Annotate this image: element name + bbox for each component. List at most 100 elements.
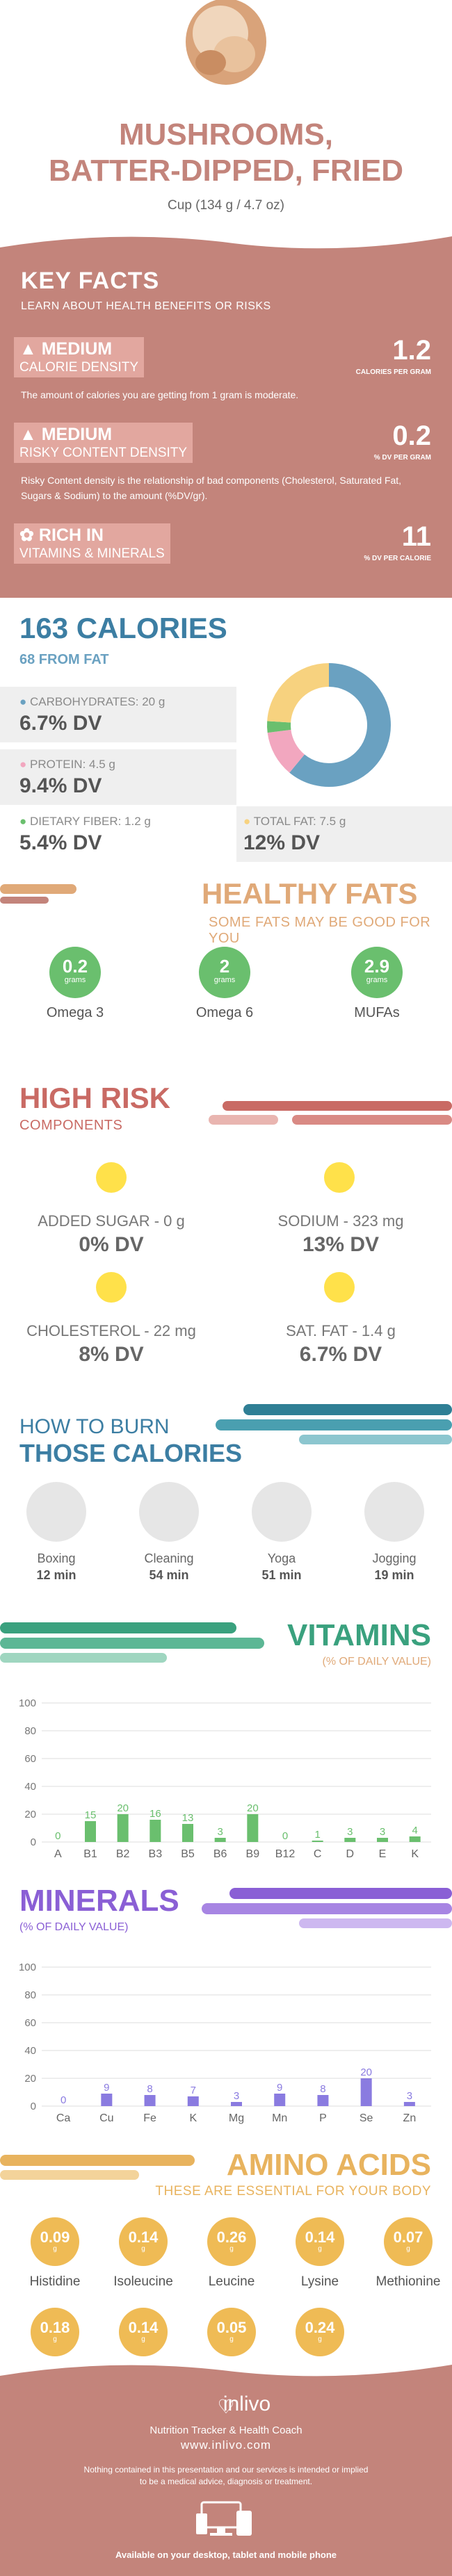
burn-title-line2: THOSE CALORIES [19, 1439, 243, 1467]
mineral-bar-Fe [144, 2095, 156, 2106]
key-facts-title: KEY FACTS [21, 268, 160, 294]
serving-size: Cup (134 g / 4.7 oz) [168, 198, 284, 213]
mineral-ytick: 0 [31, 2101, 36, 2112]
stripe-decoration [0, 884, 76, 904]
donut-slice-protein [267, 729, 305, 773]
carbs-dv: 6.7% DV [19, 712, 102, 735]
yoga-time: 51 min [261, 1568, 302, 1582]
vitamin-bar-B1 [85, 1821, 96, 1842]
amino-circle-threonine: 0.14 g [119, 2308, 168, 2356]
vitamin-label-B1: B1 [83, 1848, 97, 1860]
cholesterol-label: CHOLESTEROL - 22 mg [26, 1322, 196, 1339]
amino-circle-valine: 0.24 g [296, 2308, 344, 2356]
hero-section: MUSHROOMS, BATTER-DIPPED, FRIED Cup (134… [0, 0, 452, 229]
cleaning-time: 54 min [149, 1568, 189, 1582]
protein-label: PROTEIN: 4.5 g [30, 758, 115, 771]
laughing-face-icon [96, 1162, 127, 1193]
cleaning-icon [139, 1482, 199, 1542]
vitamin-bar-D [344, 1838, 356, 1842]
smiling-face-icon [324, 1272, 355, 1303]
vitamin-value-B2: 20 [117, 1802, 129, 1814]
mineral-label-Zn: Zn [403, 2112, 417, 2124]
omega3-label: Omega 3 [46, 1005, 104, 1020]
high-risk-subtitle: COMPONENTS [19, 1118, 123, 1133]
fiber-label: DIETARY FIBER: 1.2 g [30, 815, 151, 828]
amino-label-isoleucine: Isoleucine [113, 2274, 173, 2289]
vitamin-label-C: C [314, 1848, 322, 1860]
cleaning-label: Cleaning [144, 1551, 194, 1565]
minerals-subtitle: (% OF DAILY VALUE) [19, 1921, 129, 1933]
food-title-line2: BATTER-DIPPED, FRIED [48, 154, 404, 188]
mineral-value-Fe: 8 [147, 2083, 152, 2095]
added-sugar-label: ADDED SUGAR - 0 g [38, 1212, 185, 1230]
mineral-value-P: 8 [320, 2083, 325, 2095]
vitamin-label-B9: B9 [246, 1848, 260, 1860]
amino-circle-lysine: 0.14 g [296, 2217, 344, 2266]
vitamin-label-B2: B2 [116, 1848, 130, 1860]
footer: ♡ inlivo Nutrition Tracker & Health Coac… [0, 2361, 452, 2576]
healthy-fats-title: HEALTHY FATS [202, 877, 418, 910]
mineral-label-Mn: Mn [272, 2112, 287, 2124]
vitamin-value-B9: 20 [247, 1802, 259, 1814]
mineral-ytick: 20 [24, 2073, 36, 2085]
mineral-bar-Mn [274, 2094, 286, 2106]
vitamin-ytick: 60 [24, 1753, 36, 1765]
vitamin-value-B12: 0 [282, 1830, 288, 1842]
mineral-label-Se: Se [360, 2112, 373, 2124]
boxing-label: Boxing [37, 1551, 76, 1565]
mineral-label-P: P [319, 2112, 327, 2124]
devices-icon [196, 2501, 252, 2536]
smiling-face-icon [96, 1272, 127, 1303]
macro-donut-chart [267, 663, 391, 787]
vitamin-value-B1: 15 [85, 1809, 97, 1821]
vitamin-label-B5: B5 [181, 1848, 195, 1860]
vitamin-value-A: 0 [55, 1830, 60, 1842]
added-sugar-dv: 0% DV [79, 1233, 144, 1256]
vitamin-bar-B2 [117, 1814, 129, 1842]
cholesterol-dv: 8% DV [79, 1343, 144, 1366]
protein-item: ● PROTEIN: 4.5 g 9.4% DV [19, 758, 115, 797]
calories-from-fat: 68 FROM FAT [19, 652, 109, 667]
vitamin-value-B6: 3 [217, 1826, 223, 1838]
vitamin-value-C: 1 [314, 1829, 320, 1841]
healthy-fats-subtitle: SOME FATS MAY BE GOOD FOR YOU [209, 915, 431, 946]
vitamin-label-E: E [379, 1848, 387, 1860]
amino-circle-histidine: 0.09 g [31, 2217, 79, 2266]
risky-content-desc: Risky Content density is the relationshi… [21, 475, 402, 501]
risky-content-tag: ▲ MEDIUM RISKY CONTENT DENSITY [14, 423, 193, 463]
heart-icon: ♡ [217, 2396, 235, 2418]
fiber-item: ● DIETARY FIBER: 1.2 g 5.4% DV [19, 815, 151, 854]
sodium-dv: 13% DV [302, 1233, 380, 1256]
vitamin-bar-E [377, 1838, 388, 1842]
key-facts-section: KEY FACTS LEARN ABOUT HEALTH BENEFITS OR… [0, 229, 452, 598]
mineral-ytick: 60 [24, 2017, 36, 2029]
amino-label-lysine: Lysine [300, 2274, 339, 2289]
fat-row-bg [236, 806, 452, 862]
risky-content-value: 0.2 [392, 421, 431, 451]
omega3-circle: 0.2 grams [49, 947, 101, 998]
burn-title-line1: HOW TO BURN [19, 1415, 170, 1438]
mineral-value-Zn: 3 [407, 2090, 412, 2102]
warning-icon: ▲ MEDIUM [19, 425, 113, 444]
carbs-row-bg [0, 687, 236, 742]
mineral-value-Mn: 9 [277, 2082, 282, 2094]
brand-url[interactable]: www.inlivo.com [180, 2438, 272, 2452]
disclaimer-line1: Nothing contained in this presentation a… [83, 2465, 369, 2475]
vitamin-value-B5: 13 [182, 1812, 194, 1824]
mineral-ytick: 80 [24, 1989, 36, 2001]
mineral-label-Ca: Ca [56, 2112, 71, 2124]
available-text: Available on your desktop, tablet and mo… [115, 2550, 337, 2560]
mineral-label-Mg: Mg [229, 2112, 244, 2124]
stripe-decoration [216, 1404, 452, 1444]
brand-name: inlivo [223, 2392, 271, 2415]
omega6-circle: 2 grams [199, 947, 250, 998]
boxing-icon [26, 1482, 86, 1542]
amino-acids-subtitle: THESE ARE ESSENTIAL FOR YOUR BODY [155, 2184, 431, 2199]
vitamin-ytick: 40 [24, 1781, 36, 1793]
risky-content-unit: % DV PER GRAM [373, 454, 431, 462]
vitamin-label-D: D [346, 1848, 355, 1860]
vitamin-bar-B3 [150, 1820, 161, 1842]
amino-label-leucine: Leucine [208, 2274, 255, 2289]
protein-dv: 9.4% DV [19, 774, 102, 797]
rich-in-unit: % DV PER CALORIE [364, 555, 431, 562]
